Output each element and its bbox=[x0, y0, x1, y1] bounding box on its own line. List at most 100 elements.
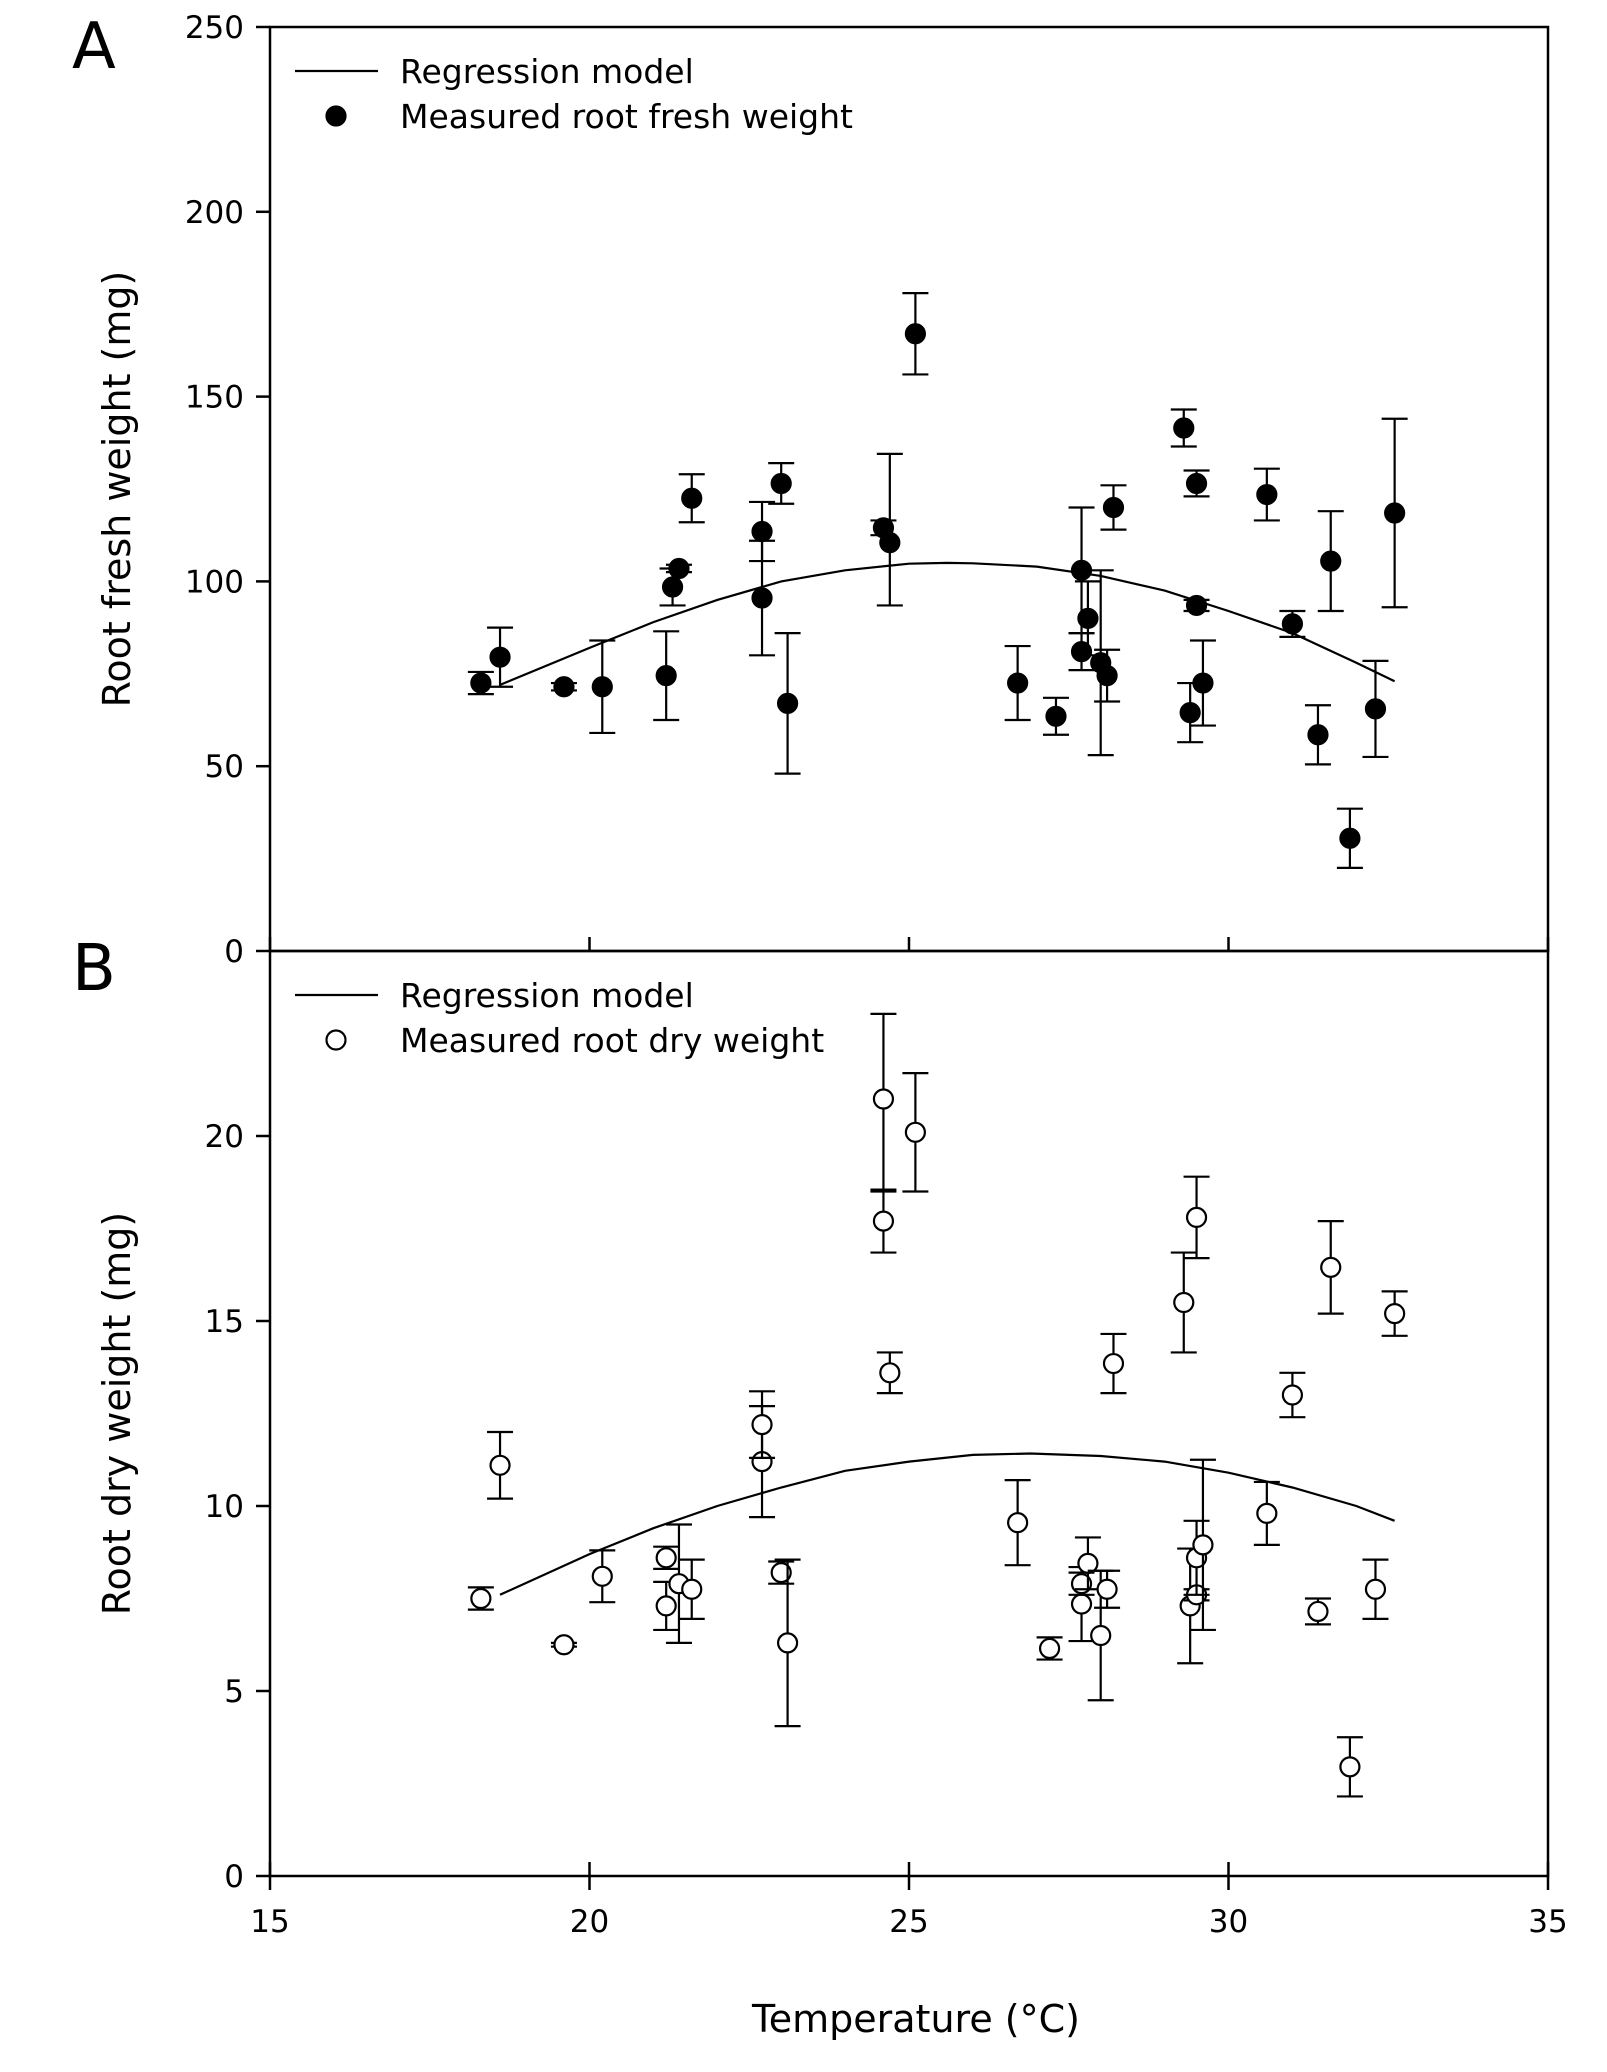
marker-open bbox=[1256, 1502, 1278, 1525]
marker-open bbox=[1384, 1302, 1406, 1325]
marker-filled bbox=[1185, 472, 1208, 495]
data-point bbox=[1100, 1332, 1127, 1395]
data-point bbox=[1362, 659, 1389, 759]
data-point bbox=[1074, 580, 1101, 657]
marker-filled bbox=[681, 487, 703, 509]
marker-filled bbox=[1179, 702, 1201, 724]
marker-filled bbox=[1320, 550, 1342, 572]
marker-open bbox=[776, 1632, 799, 1654]
marker-open bbox=[655, 1547, 677, 1569]
marker-open bbox=[1096, 1578, 1118, 1600]
data-point bbox=[1253, 467, 1280, 522]
legend-marker-swatch bbox=[325, 105, 347, 127]
legend: Regression model Measured root fresh weig… bbox=[295, 52, 853, 136]
marker-open bbox=[681, 1578, 703, 1600]
y-tick-label: 5 bbox=[224, 1674, 244, 1710]
marker-filled bbox=[489, 646, 511, 668]
marker-filled bbox=[1007, 672, 1029, 694]
marker-open bbox=[655, 1595, 677, 1617]
y-tick-label: 10 bbox=[205, 1489, 244, 1525]
marker-open bbox=[1077, 1552, 1099, 1574]
data-point bbox=[749, 500, 776, 563]
data-point bbox=[1100, 484, 1127, 531]
y-tick-label: 15 bbox=[205, 1304, 244, 1340]
data-point bbox=[589, 1549, 616, 1604]
data-point bbox=[902, 1071, 929, 1193]
marker-open bbox=[470, 1587, 492, 1610]
marker-filled bbox=[1096, 665, 1118, 687]
data-point bbox=[1183, 469, 1210, 498]
marker-open bbox=[872, 1088, 895, 1110]
marker-filled bbox=[1102, 496, 1125, 519]
data-point bbox=[902, 292, 929, 376]
panel-label: A bbox=[72, 10, 116, 84]
data-point bbox=[487, 1430, 514, 1500]
y-tick-label: 100 bbox=[185, 564, 244, 600]
marker-filled bbox=[470, 672, 492, 694]
data-point bbox=[653, 630, 680, 722]
marker-filled bbox=[1185, 594, 1208, 617]
data-point bbox=[659, 567, 686, 607]
data-point bbox=[487, 626, 514, 688]
data-point bbox=[1279, 1371, 1306, 1419]
marker-open bbox=[1173, 1291, 1195, 1314]
data-point bbox=[1036, 1636, 1063, 1661]
legend-label: Measured root dry weight bbox=[400, 1021, 824, 1060]
y-tick-label: 200 bbox=[185, 195, 244, 231]
data-point bbox=[1336, 807, 1363, 869]
panel-B: 0 5 10 15 20 15 20 25 30 35 Root dry weight (mg) B R… bbox=[72, 932, 1568, 1940]
marker-filled bbox=[879, 531, 901, 554]
data-point bbox=[876, 452, 903, 607]
regression-curve bbox=[499, 561, 1396, 686]
marker-open bbox=[489, 1454, 511, 1476]
data-point bbox=[1189, 639, 1216, 727]
x-tick-label: 15 bbox=[250, 1904, 289, 1940]
data-point bbox=[1304, 1597, 1331, 1626]
marker-filled bbox=[1045, 705, 1067, 727]
marker-filled bbox=[1077, 607, 1099, 629]
data-point bbox=[1004, 1478, 1031, 1567]
data-point bbox=[550, 1634, 577, 1656]
marker-open bbox=[1307, 1600, 1329, 1623]
marker-open bbox=[872, 1210, 895, 1232]
data-point bbox=[678, 473, 705, 524]
y-tick-label: 150 bbox=[185, 380, 244, 416]
marker-filled bbox=[770, 472, 792, 495]
legend-label: Measured root fresh weight bbox=[400, 97, 853, 136]
data-point bbox=[1279, 609, 1306, 638]
marker-filled bbox=[904, 323, 926, 345]
data-point bbox=[467, 670, 494, 696]
marker-filled bbox=[1173, 417, 1195, 439]
data-point bbox=[768, 1560, 795, 1585]
marker-open bbox=[591, 1565, 613, 1587]
marker-open bbox=[1320, 1256, 1342, 1278]
marker-open bbox=[904, 1121, 926, 1143]
marker-open bbox=[770, 1561, 792, 1584]
legend: Regression model Measured root dry weight bbox=[295, 976, 824, 1060]
x-tick-label: 30 bbox=[1209, 1904, 1248, 1940]
data-point bbox=[1381, 1290, 1408, 1337]
data-point bbox=[550, 676, 577, 698]
data-point bbox=[870, 1188, 897, 1254]
marker-filled bbox=[553, 676, 575, 698]
data-point bbox=[749, 1390, 776, 1460]
marker-open bbox=[1364, 1578, 1387, 1600]
data-point bbox=[774, 1558, 801, 1728]
data-point bbox=[876, 1351, 903, 1395]
marker-filled bbox=[1384, 502, 1406, 524]
data-point bbox=[1177, 681, 1204, 744]
x-axis-label: Temperature (°C) bbox=[751, 1997, 1080, 2041]
data-point bbox=[678, 1558, 705, 1620]
data-point bbox=[1189, 1458, 1216, 1632]
marker-open bbox=[1007, 1512, 1029, 1534]
marker-open bbox=[1192, 1534, 1214, 1556]
data-point bbox=[1004, 644, 1031, 722]
x-tick-label: 25 bbox=[889, 1904, 928, 1940]
marker-filled bbox=[661, 576, 684, 598]
data-point bbox=[1317, 510, 1344, 613]
marker-filled bbox=[1256, 483, 1278, 506]
marker-filled bbox=[751, 520, 773, 543]
marker-open bbox=[751, 1413, 773, 1436]
